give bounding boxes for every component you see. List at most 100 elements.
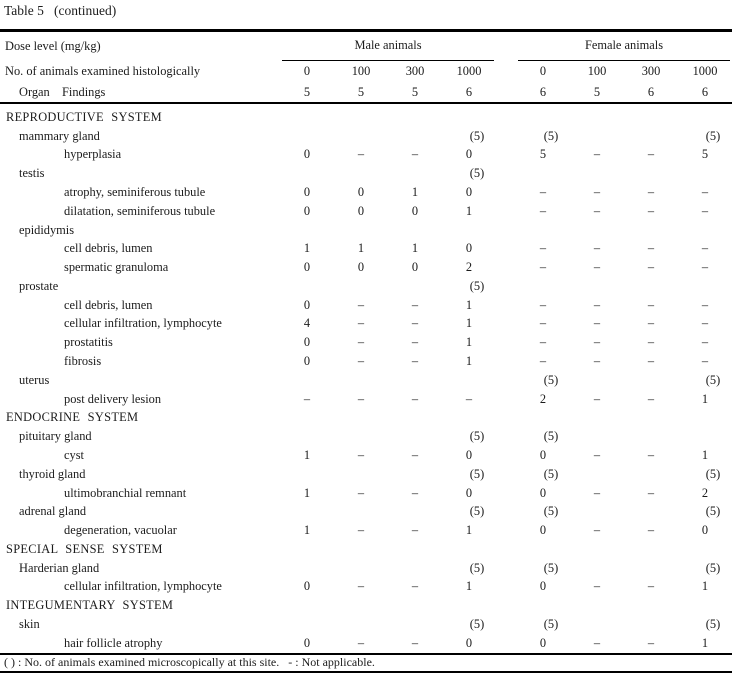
system-row: SPECIAL SENSE SYSTEM — [0, 540, 732, 559]
row-label: adrenal gland — [19, 504, 87, 519]
cell-value: 0 — [303, 635, 311, 650]
cell-value: – — [357, 391, 365, 406]
cell-value: 0 — [357, 260, 365, 275]
cell-value: (5) — [469, 166, 485, 181]
row-label: pituitary gland — [19, 429, 92, 444]
cell-value: (5) — [469, 466, 485, 481]
cell-value: – — [411, 316, 419, 331]
dose-level-label: Dose level (mg/kg) — [5, 38, 101, 53]
cell-value: 0 — [701, 523, 709, 538]
cell-value: 0 — [303, 260, 311, 275]
row-label: INTEGUMENTARY SYSTEM — [6, 598, 174, 613]
row-label: atrophy, seminiferous tubule — [64, 185, 206, 200]
male-animals-header: Male animals — [282, 32, 494, 61]
header-group-row: Dose level (mg/kg) Male animals Female a… — [0, 32, 732, 61]
cell-value: – — [647, 203, 655, 218]
cell-value: 1 — [465, 523, 473, 538]
row-label: skin — [19, 616, 40, 631]
cell-value: 0 — [411, 260, 419, 275]
cell-value: – — [593, 354, 601, 369]
organ-row: testis (5) — [0, 164, 732, 183]
cell-value: 0 — [539, 523, 547, 538]
row-label: post delivery lesion — [64, 391, 162, 406]
female-animals-header: Female animals — [518, 32, 730, 61]
cell-value: 5 — [539, 147, 547, 162]
female-count-300: 6 — [647, 84, 655, 99]
cell-value: 0 — [539, 579, 547, 594]
cell-value: 0 — [357, 203, 365, 218]
cell-value: 1 — [303, 241, 311, 256]
cell-value: (5) — [705, 466, 721, 481]
cell-value: – — [701, 260, 709, 275]
finding-row: degeneration, vacuolar 1 – – 1 0 – – 0 — [0, 521, 732, 540]
finding-row: ultimobranchial remnant 1 – – 0 0 – – 2 — [0, 484, 732, 503]
cell-value: (5) — [543, 560, 559, 575]
cell-value: 1 — [465, 316, 473, 331]
cell-value: – — [593, 241, 601, 256]
cell-value: (5) — [469, 616, 485, 631]
organ-row: prostate (5) — [0, 277, 732, 296]
row-label: hyperplasia — [64, 147, 122, 162]
cell-value: – — [539, 297, 547, 312]
organ-row: pituitary gland (5) (5) — [0, 427, 732, 446]
cell-value: – — [647, 241, 655, 256]
cell-value: – — [701, 316, 709, 331]
cell-value: 1 — [465, 335, 473, 350]
cell-value: 0 — [303, 185, 311, 200]
cell-value: – — [593, 260, 601, 275]
cell-value: (5) — [543, 504, 559, 519]
cell-value: – — [411, 147, 419, 162]
female-dose-0: 0 — [539, 63, 547, 78]
cell-value: 0 — [411, 203, 419, 218]
cell-value: 5 — [701, 147, 709, 162]
female-dose-100: 100 — [587, 63, 607, 78]
organ-label: Organ — [19, 84, 50, 99]
row-label: cellular infiltration, lymphocyte — [64, 579, 222, 594]
cell-value: 1 — [701, 447, 709, 462]
finding-row: atrophy, seminiferous tubule 0 0 1 0 – – – – — [0, 183, 732, 202]
cell-value: – — [647, 391, 655, 406]
cell-value: – — [647, 579, 655, 594]
row-label: hair follicle atrophy — [64, 635, 163, 650]
cell-value: 2 — [701, 485, 709, 500]
cell-value: 0 — [357, 185, 365, 200]
cell-value: 0 — [303, 147, 311, 162]
male-count-100: 5 — [357, 84, 365, 99]
cell-value: – — [593, 485, 601, 500]
cell-value: – — [303, 391, 311, 406]
cell-value: – — [647, 447, 655, 462]
cell-value: (5) — [543, 616, 559, 631]
cell-value: – — [593, 297, 601, 312]
cell-value: (5) — [705, 560, 721, 575]
cell-value: – — [411, 447, 419, 462]
cell-value: 2 — [539, 391, 547, 406]
cell-value: 1 — [465, 579, 473, 594]
cell-value: – — [647, 297, 655, 312]
cell-value: (5) — [543, 429, 559, 444]
female-count-0: 6 — [539, 84, 547, 99]
cell-value: 1 — [357, 241, 365, 256]
cell-value: 0 — [303, 354, 311, 369]
row-label: prostate — [19, 278, 59, 293]
system-row: ENDOCRINE SYSTEM — [0, 409, 732, 428]
cell-value: – — [411, 297, 419, 312]
organ-row: thyroid gland (5) (5) (5) — [0, 465, 732, 484]
cell-value: – — [357, 523, 365, 538]
cell-value: (5) — [469, 504, 485, 519]
cell-value: – — [411, 335, 419, 350]
cell-value: – — [357, 485, 365, 500]
finding-row: hyperplasia 0 – – 0 5 – – 5 — [0, 146, 732, 165]
cell-value: – — [593, 185, 601, 200]
cell-value: – — [357, 335, 365, 350]
cell-value: 1 — [701, 635, 709, 650]
row-label: testis — [19, 166, 45, 181]
organ-row: adrenal gland (5) (5) (5) — [0, 502, 732, 521]
female-dose-300: 300 — [641, 63, 661, 78]
finding-row: cell debris, lumen 0 – – 1 – – – – — [0, 296, 732, 315]
animals-examined-label: No. of animals examined histologically — [5, 63, 201, 78]
cell-value: – — [701, 241, 709, 256]
table-body: REPRODUCTIVE SYSTEM mammary gland (5) (5) (5… — [0, 104, 732, 655]
header-dose-row: No. of animals examined histologically 0… — [0, 60, 732, 82]
cell-value: (5) — [705, 372, 721, 387]
row-label: fibrosis — [64, 354, 102, 369]
